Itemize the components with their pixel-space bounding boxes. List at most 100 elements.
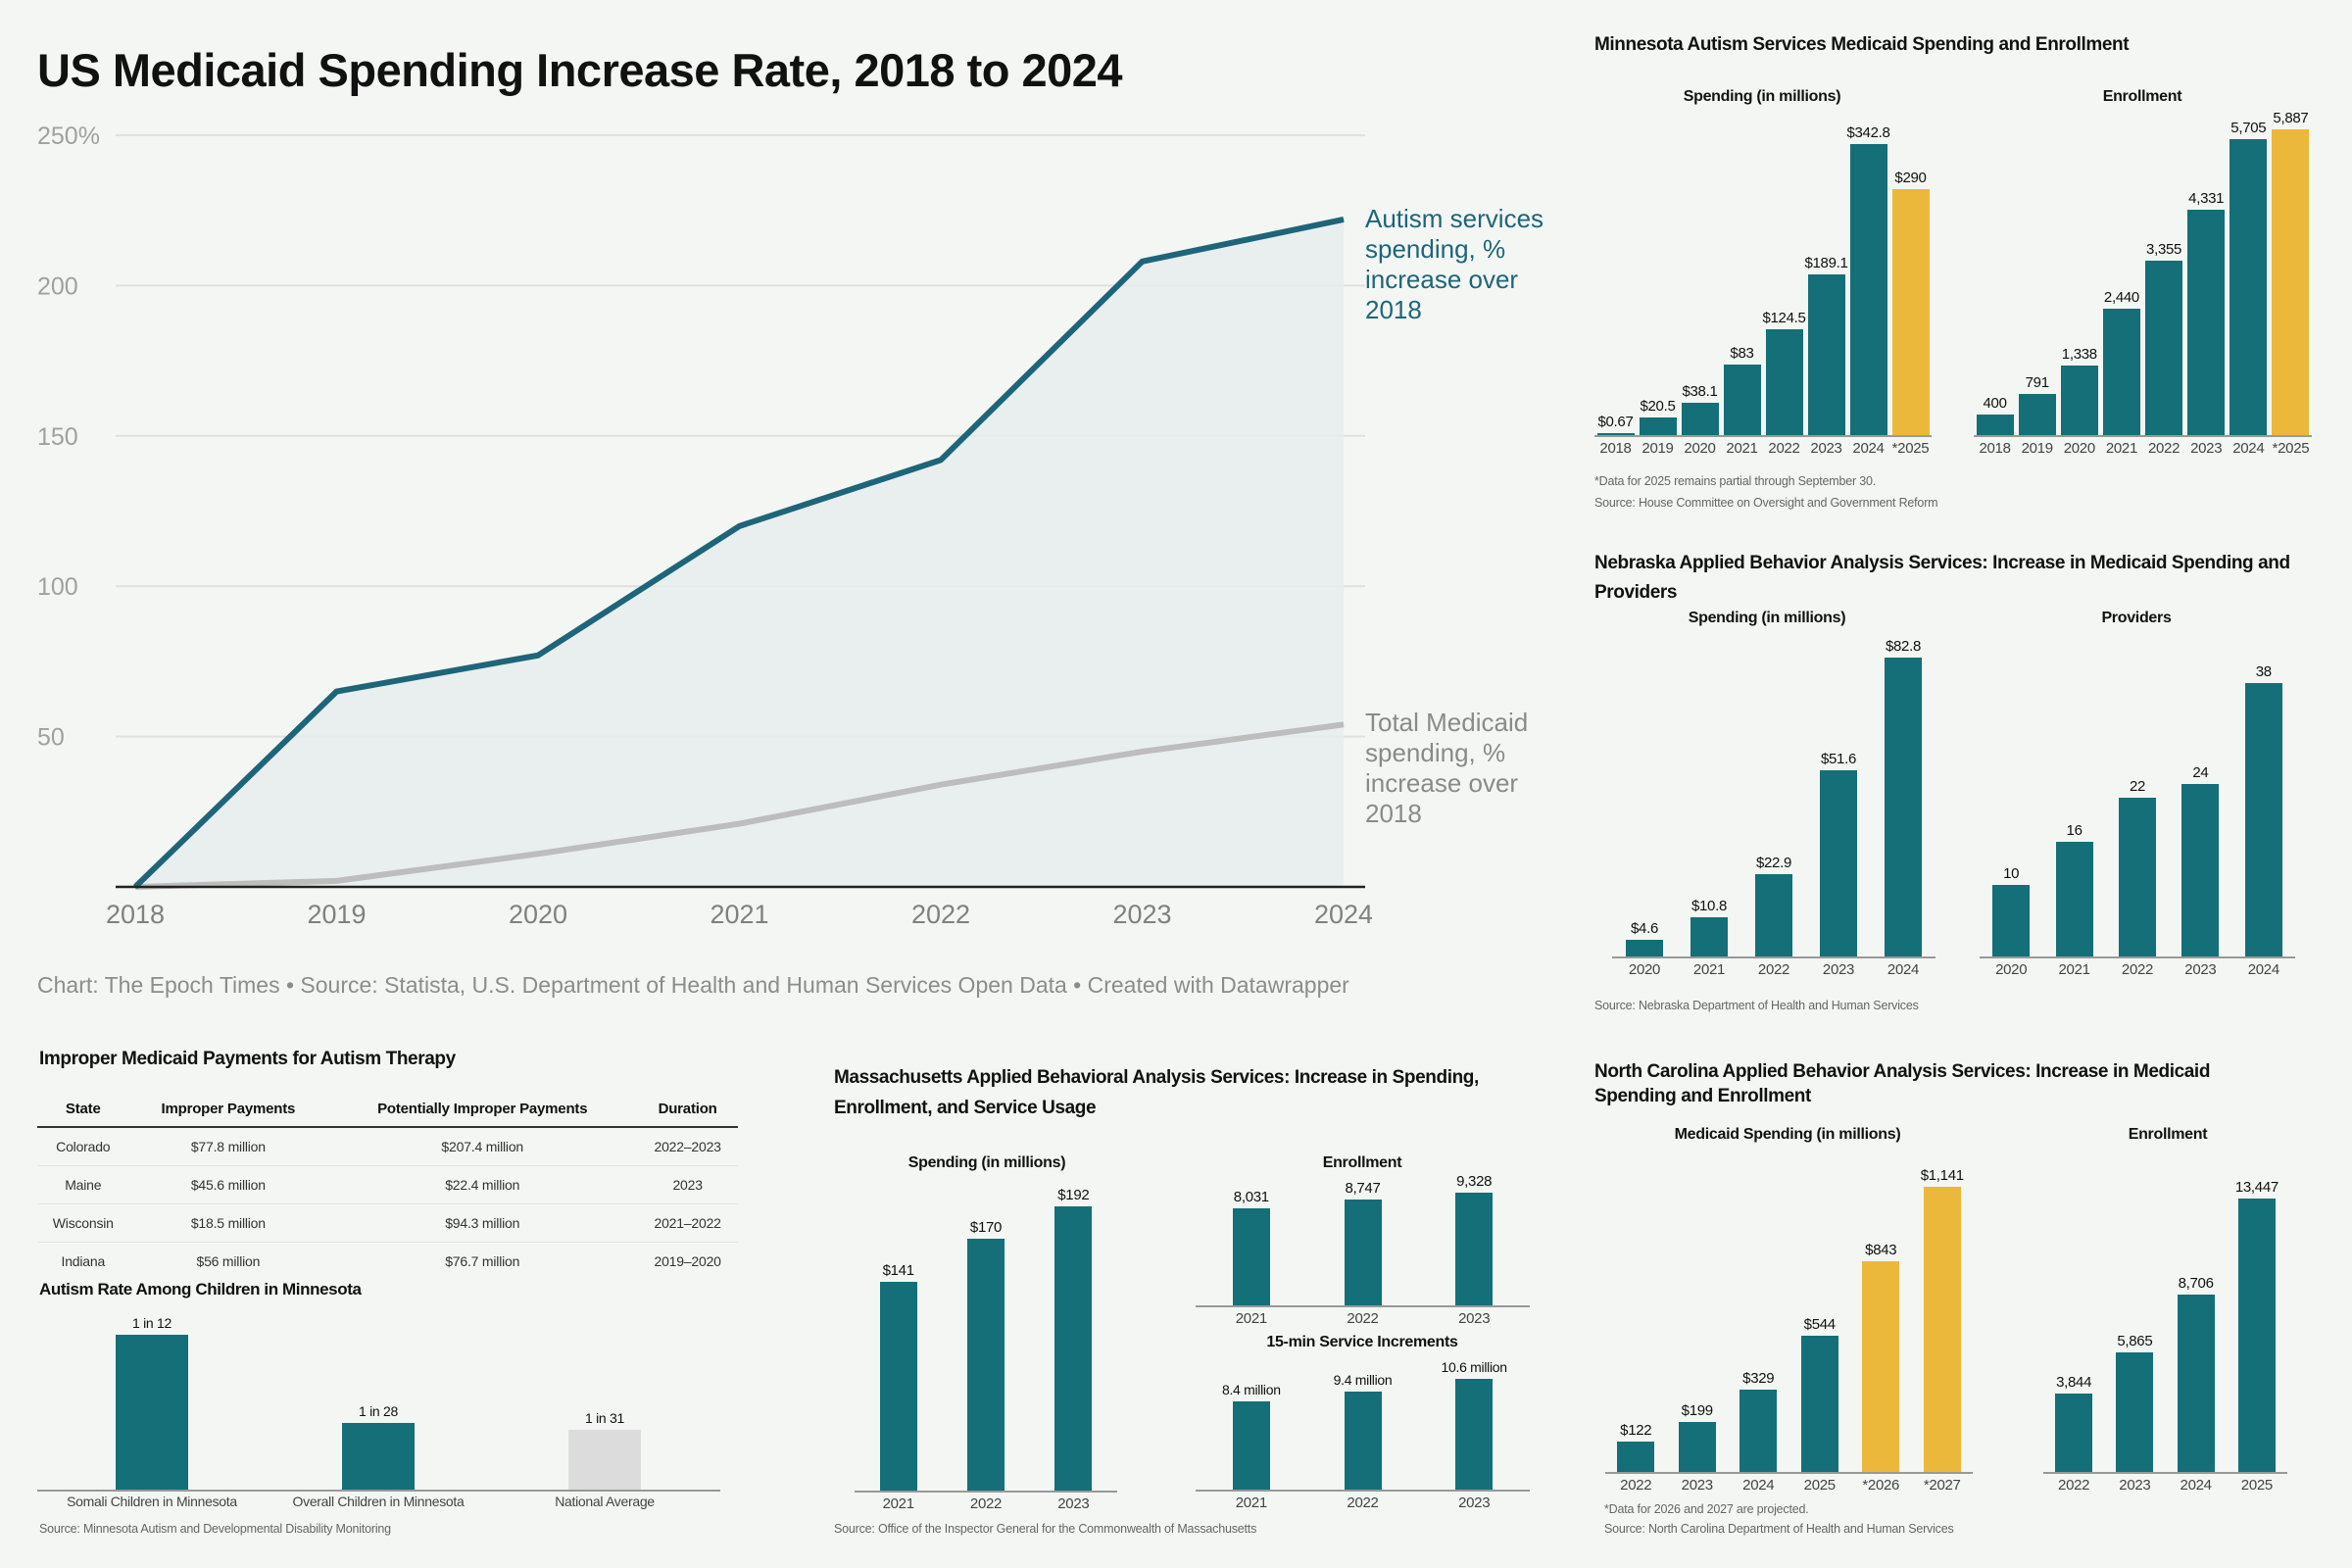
chart-subtitle: Spending (in millions) [1683, 88, 1841, 105]
nebraska-title-line1: Nebraska Applied Behavior Analysis Servi… [1594, 553, 2290, 573]
chart-baseline [1594, 435, 1932, 437]
category-label: 2021 [1692, 961, 1726, 978]
bar-value-label: $38.1 [1682, 382, 1718, 400]
north-carolina-source: Source: North Carolina Department of Hea… [1604, 1522, 1954, 1536]
category-label: 2021 [2105, 440, 2138, 457]
line-chart: 50 100 150 200 250% 2018 2019 2020 2021 2022 2023 2… [37, 122, 1372, 929]
minnesota-source: Source: House Committee on Oversight and… [1594, 496, 1938, 510]
bar [1639, 417, 1677, 435]
category-label: 2023 [1057, 1495, 1090, 1512]
bar [1232, 1401, 1270, 1490]
table-row: Wisconsin $18.5 million $94.3 million 2021–… [37, 1203, 738, 1243]
table-cell: Colorado [37, 1127, 129, 1166]
bar [1678, 1422, 1716, 1472]
category-label: 2021 [2058, 961, 2090, 978]
category-label: 2018 [1979, 440, 2011, 457]
category-label: 2023 [1810, 440, 1842, 457]
bar-value-label: 1,338 [2061, 346, 2097, 364]
bar [1976, 414, 2014, 435]
y-tick-label: 150 [37, 423, 78, 451]
bar-value-label: 9,328 [1456, 1173, 1493, 1190]
bar-value-label: 38 [2255, 663, 2272, 680]
bar [1690, 917, 1728, 956]
category-label: 2021 [1235, 1310, 1267, 1327]
bar [1740, 1390, 1778, 1472]
y-tick-label: 100 [37, 573, 78, 601]
chart-subtitle: Medicaid Spending (in millions) [1674, 1126, 1901, 1143]
category-label: 2020 [2063, 440, 2095, 457]
bar-value-label: 400 [1983, 394, 2007, 412]
bar-value-label: $124.5 [1762, 310, 1806, 327]
category-label: 2022 [1757, 961, 1790, 978]
bar [1891, 188, 1930, 435]
bar-value-label: $20.5 [1640, 398, 1676, 416]
table-cell: Maine [37, 1165, 129, 1204]
chart-baseline [1980, 956, 2295, 958]
bar-value-label: $22.9 [1755, 854, 1792, 871]
table-cell: $18.5 million [128, 1203, 328, 1243]
bar [1807, 274, 1845, 435]
bar-value-label: $122 [1620, 1421, 1652, 1439]
data-point [739, 823, 740, 825]
bar [1755, 873, 1792, 956]
autism-rate-source: Source: Minnesota Autism and Development… [39, 1522, 391, 1536]
data-point [336, 691, 337, 693]
y-tick-label: 200 [37, 272, 78, 300]
bar-value-label: 10.6 million [1441, 1359, 1508, 1375]
bar-value-label: $1,141 [1920, 1167, 1964, 1184]
minnesota-footnote: *Data for 2025 remains partial through S… [1594, 474, 1876, 488]
y-tick-label: 50 [37, 724, 65, 752]
x-tick-label: 2019 [307, 900, 366, 929]
category-label: Overall Children in Minnesota [292, 1494, 465, 1509]
table-cell: 2021–2022 [637, 1203, 738, 1243]
table-cell: $76.7 million [445, 1253, 520, 1269]
bar [1344, 1391, 1382, 1490]
category-label: *2025 [2272, 440, 2310, 457]
category-label: 2023 [2190, 440, 2223, 457]
table-cell: $22.4 million [327, 1165, 638, 1204]
data-point [537, 655, 539, 657]
category-label: 2022 [2058, 1477, 2090, 1494]
table-row: Indiana $56 million $76.7 million 2019–2020 [37, 1243, 738, 1281]
bar [1849, 144, 1887, 435]
table-cell: 2022–2023 [637, 1127, 738, 1166]
bar-value-label: 8,706 [2178, 1275, 2214, 1293]
main-chart-title: US Medicaid Spending Increase Rate, 2018… [37, 44, 1123, 96]
category-label: 2023 [1822, 961, 1855, 978]
category-label: 2019 [2021, 440, 2053, 457]
bar-value-label: $192 [1057, 1187, 1090, 1203]
bar-value-label: 16 [2066, 821, 2082, 839]
bar [1923, 1187, 1961, 1472]
data-point [940, 784, 942, 786]
chart-subtitle: Enrollment [1322, 1154, 1402, 1171]
bar-value-label: 5,705 [2230, 119, 2267, 136]
bar [2230, 138, 2268, 435]
bar-value-label: $843 [1865, 1242, 1897, 1258]
bar [2102, 308, 2140, 435]
bar-value-label: $544 [1803, 1316, 1836, 1334]
category-label: 2024 [1742, 1477, 1775, 1494]
bar-value-label: 1 in 31 [585, 1409, 624, 1426]
category-label: 2022 [969, 1495, 1003, 1512]
north-carolina-footnote: *Data for 2026 and 2027 are projected. [1604, 1502, 1809, 1516]
north-carolina-title-line1: North Carolina Applied Behavior Analysis… [1594, 1061, 2211, 1082]
chart-baseline [2043, 1472, 2287, 1474]
bar [2060, 366, 2098, 435]
bar-value-label: 8,747 [1345, 1180, 1381, 1198]
category-label: 2022 [1768, 440, 1800, 457]
chart-baseline [37, 1490, 720, 1492]
category-label: 2020 [1684, 440, 1716, 457]
bar [1723, 365, 1761, 435]
chart-subtitle: 15-min Service Increments [1266, 1334, 1458, 1350]
category-label: National Average [555, 1494, 655, 1509]
chart-baseline [1974, 435, 2312, 437]
bar [1232, 1207, 1270, 1305]
improper-payments-table: State Improper Payments Potentially Impr… [37, 1092, 738, 1280]
bar-value-label: $189.1 [1804, 255, 1848, 272]
category-label: *2026 [1862, 1477, 1900, 1494]
bar [1617, 1441, 1655, 1472]
x-tick-label: 2024 [1314, 900, 1372, 929]
bar [2237, 1199, 2276, 1472]
category-label: 2023 [1458, 1310, 1491, 1327]
data-point [1142, 261, 1143, 263]
